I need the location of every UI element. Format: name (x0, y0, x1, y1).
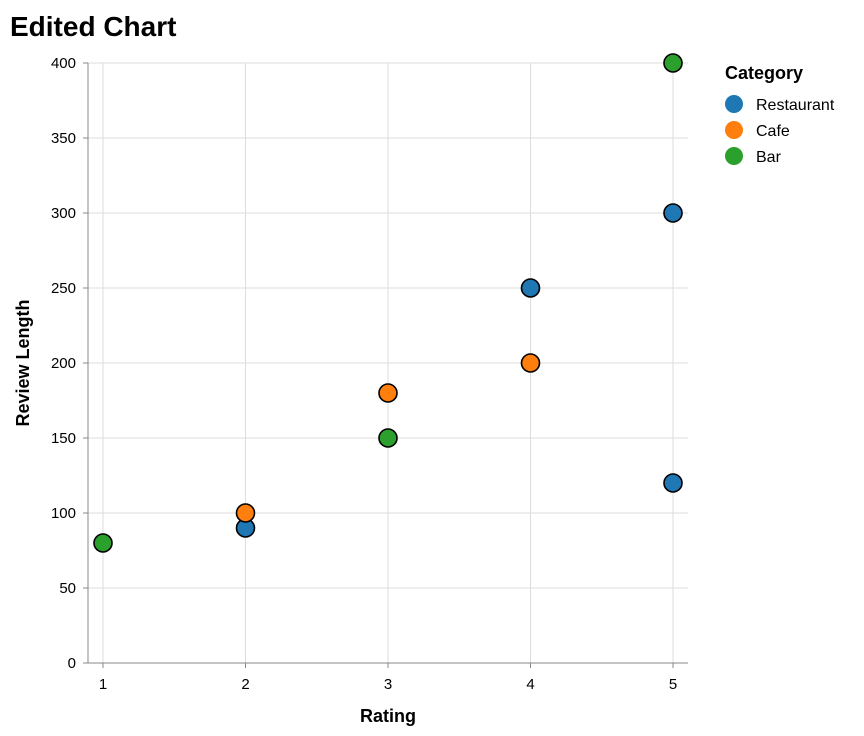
legend: Category Restaurant Cafe Bar (725, 63, 835, 166)
axis-layer: 0 50 100 150 200 250 300 350 400 1 2 3 4 5 (51, 55, 688, 693)
legend-swatch-cafe (725, 121, 743, 139)
legend-title: Category (725, 63, 803, 83)
legend-swatch-restaurant (725, 95, 743, 113)
x-axis-title: Rating (360, 706, 416, 726)
x-tick-label: 4 (526, 676, 534, 693)
data-point-cafe (235, 503, 256, 523)
y-tick-label: 350 (51, 130, 76, 147)
y-tick-label: 150 (51, 430, 76, 447)
data-point-bar (663, 53, 683, 73)
data-point-cafe (378, 383, 398, 403)
legend-label-restaurant: Restaurant (756, 97, 835, 114)
legend-label-cafe: Cafe (756, 123, 790, 140)
y-tick-label: 200 (51, 355, 76, 372)
data-point-restaurant (520, 278, 541, 298)
grid-layer (88, 62, 688, 664)
y-tick-label: 400 (51, 55, 76, 72)
data-point-bar (378, 428, 398, 448)
x-tick-label: 1 (99, 676, 107, 693)
y-tick-label: 250 (51, 280, 76, 297)
y-tick-label: 100 (51, 505, 76, 522)
data-point-restaurant (663, 473, 683, 493)
data-point-restaurant (663, 203, 683, 223)
x-tick-label: 2 (241, 676, 249, 693)
data-point-cafe (520, 353, 541, 373)
y-tick-label: 300 (51, 205, 76, 222)
legend-swatch-bar (725, 147, 743, 165)
x-tick-label: 3 (384, 676, 392, 693)
chart-title: Edited Chart (10, 11, 176, 42)
y-tick-label: 0 (68, 655, 76, 672)
y-axis-title: Review Length (13, 299, 33, 426)
x-tick-label: 5 (669, 676, 677, 693)
points-layer (93, 53, 683, 553)
legend-label-bar: Bar (756, 149, 782, 166)
y-tick-label: 50 (59, 580, 76, 597)
data-point-bar (93, 533, 113, 553)
